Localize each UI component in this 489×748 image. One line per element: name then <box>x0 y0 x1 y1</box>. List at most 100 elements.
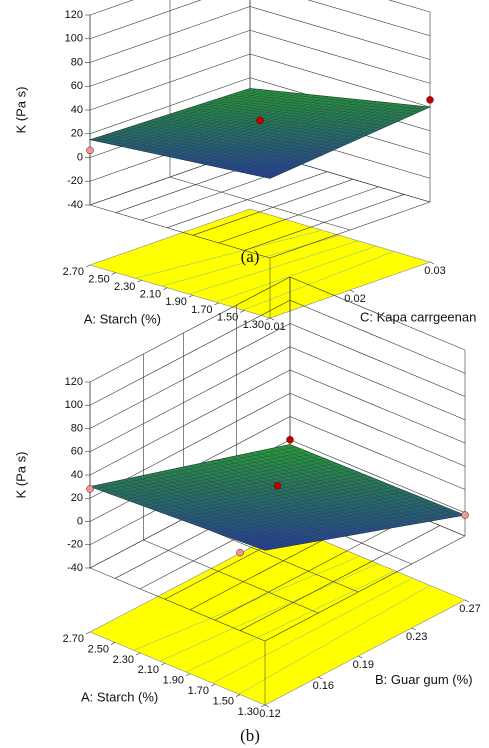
design-point <box>273 481 282 490</box>
contour-line <box>159 563 378 662</box>
z-tick-label: 60 <box>71 446 83 458</box>
contour-line <box>186 570 396 673</box>
x-tick-label: 2.10 <box>140 289 161 301</box>
grid-line <box>289 276 466 351</box>
surface-mesh <box>228 95 409 117</box>
tick-mark <box>349 289 355 293</box>
y-axis-title: B: Guar gum (%) <box>375 672 473 687</box>
x-tick-label: 1.70 <box>191 304 212 316</box>
surface-mesh <box>239 91 420 112</box>
x-tick-label: 2.50 <box>88 273 109 285</box>
contour-line <box>238 585 431 695</box>
z-tick-label: 20 <box>71 128 83 140</box>
surface-mesh <box>257 105 419 177</box>
z-tick-label: 100 <box>65 399 83 411</box>
x-tick-label: 1.30 <box>238 706 259 718</box>
design-point <box>256 116 264 125</box>
grid-line <box>169 176 351 231</box>
tick-mark <box>137 279 142 283</box>
grid-line <box>307 0 431 37</box>
z-tick-label: -20 <box>67 175 83 187</box>
tick-mark <box>235 694 241 697</box>
tick-mark <box>185 673 191 676</box>
z-tick-label: -20 <box>67 539 83 551</box>
x-tick-label: 1.90 <box>165 296 186 308</box>
y-tick-label: 0.23 <box>406 631 427 643</box>
x-tick-label: 1.30 <box>243 319 264 331</box>
design-point <box>236 548 244 557</box>
design-point <box>286 436 294 444</box>
surface-mesh <box>256 451 432 522</box>
x-tick-label: 2.70 <box>63 633 84 645</box>
tick-mark <box>135 652 141 656</box>
grid-line <box>89 0 134 16</box>
grid-line <box>289 369 466 444</box>
tick-mark <box>214 302 219 306</box>
x-tick-label: 1.50 <box>217 311 238 323</box>
contour-floor <box>89 208 431 319</box>
y-tick-label: 0.27 <box>459 603 480 615</box>
y-tick-label: 0.03 <box>424 265 445 277</box>
grid-line <box>89 204 271 259</box>
z-tick-label: 0 <box>77 151 83 163</box>
y-tick-label: 0.19 <box>353 659 374 671</box>
tick-mark <box>269 317 275 321</box>
surface-mesh <box>263 106 425 178</box>
x-tick-label: 2.70 <box>63 266 84 278</box>
z-axis-title: K (Pa s) <box>13 452 28 499</box>
grid-line <box>289 346 466 421</box>
contour-line <box>215 245 377 303</box>
tick-mark <box>163 287 168 290</box>
surface-mesh <box>276 447 452 518</box>
y-tick-label: 0.16 <box>313 680 334 692</box>
z-tick-label: 120 <box>65 376 83 388</box>
z-tick-label: 100 <box>65 33 83 45</box>
x-tick-label: 1.90 <box>163 675 184 687</box>
z-axis-title: K (Pa s) <box>13 87 28 134</box>
grid-line <box>289 323 466 397</box>
surface <box>88 88 432 179</box>
x-tick-label: 2.10 <box>138 664 159 676</box>
tick-mark <box>85 631 91 635</box>
surface-mesh <box>241 505 442 543</box>
tick-mark <box>110 642 116 645</box>
tick-mark <box>265 317 271 321</box>
grid-line <box>249 29 431 84</box>
surface-mesh <box>245 104 407 174</box>
grid-line <box>89 323 291 429</box>
x-tick-label: 2.50 <box>88 643 109 655</box>
z-tick-label: 60 <box>71 80 83 92</box>
z-tick-label: 0 <box>77 515 83 527</box>
z-tick-label: 40 <box>71 469 83 481</box>
tick-mark <box>188 295 193 298</box>
x-axis-title: A: Starch (%) <box>81 690 158 705</box>
surface-mesh <box>247 507 448 545</box>
contour-line <box>212 577 413 684</box>
contour-line <box>188 240 359 295</box>
design-point <box>86 485 94 493</box>
contour-line <box>242 251 395 311</box>
grid-line <box>249 53 431 108</box>
z-tick-label: 80 <box>71 422 83 434</box>
design-point <box>461 511 469 519</box>
grid-line <box>89 369 291 476</box>
y-tick-label: 0.02 <box>344 293 365 305</box>
tick-mark <box>464 599 470 603</box>
contour-line <box>134 229 323 279</box>
surface-mesh <box>223 96 404 120</box>
z-tick-label: 20 <box>71 492 83 504</box>
caption: (b) <box>240 726 260 745</box>
tick-mark <box>264 704 270 708</box>
tick-mark <box>318 676 323 680</box>
surface-mesh <box>233 93 415 115</box>
grid-line <box>264 535 466 642</box>
surface-mesh <box>253 510 454 547</box>
surface-mesh <box>263 449 439 520</box>
tick-mark <box>240 310 245 313</box>
surface-mesh <box>251 104 413 175</box>
surface-mesh <box>259 512 460 549</box>
surface-mesh <box>283 445 459 517</box>
tick-mark <box>260 704 266 708</box>
